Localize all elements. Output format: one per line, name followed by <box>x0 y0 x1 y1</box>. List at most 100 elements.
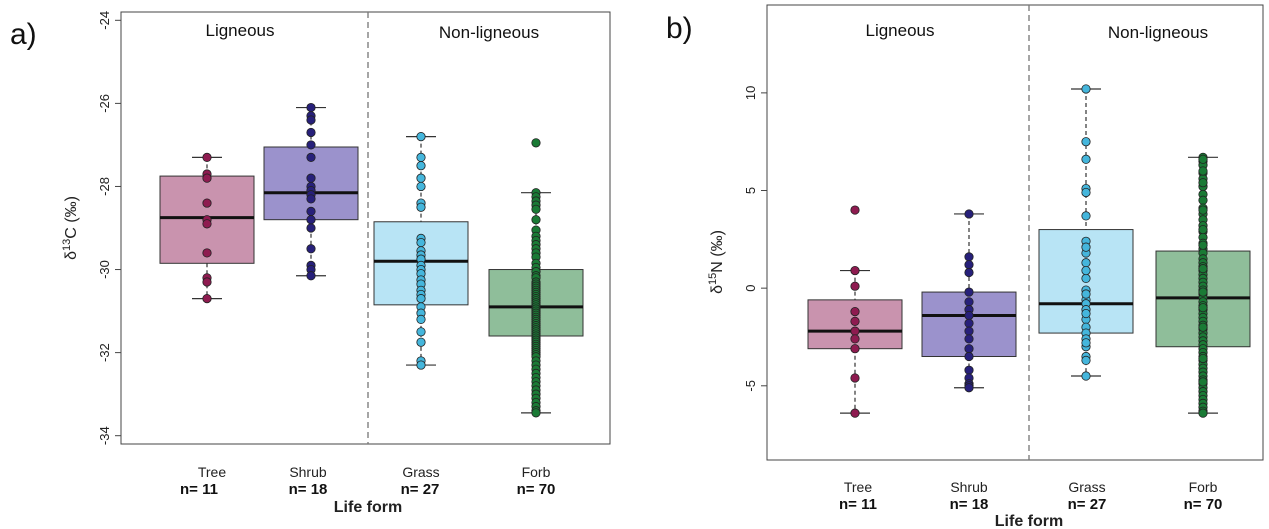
panel-b-ytick-label: 0 <box>743 285 758 292</box>
panel-a-box-forb <box>488 138 584 418</box>
data-point <box>202 294 212 304</box>
panel-a-box-grass <box>373 132 469 370</box>
data-point <box>964 209 974 219</box>
panel-b-n-forb: n= 70 <box>1184 496 1223 513</box>
data-point <box>306 215 316 225</box>
data-point <box>850 334 860 344</box>
data-point <box>306 206 316 216</box>
panel-b-group-ligneous: Ligneous <box>865 21 934 40</box>
data-point <box>1198 154 1208 164</box>
data-point <box>531 408 541 418</box>
panel-a-x-axis-title: Life form <box>334 499 402 516</box>
data-point <box>1081 371 1091 381</box>
data-point <box>416 161 426 171</box>
data-point <box>306 194 316 204</box>
panel-b-box-grass <box>1038 84 1134 381</box>
data-point <box>202 152 212 162</box>
data-point <box>416 237 426 248</box>
panel-a-y-axis: -34 -32 -30 -28 -26 -24 <box>97 11 121 445</box>
data-point <box>416 152 426 162</box>
data-point <box>202 173 212 183</box>
panel-b-n-grass: n= 27 <box>1068 496 1107 513</box>
data-point <box>1198 166 1208 176</box>
data-point <box>306 102 316 113</box>
data-point <box>850 408 860 418</box>
data-point <box>416 132 426 142</box>
panel-b-n-tree: n= 11 <box>839 496 877 513</box>
data-point <box>202 219 212 229</box>
data-point <box>1081 273 1091 283</box>
data-point <box>416 173 426 183</box>
data-point <box>306 223 316 233</box>
data-point <box>850 326 860 336</box>
data-point <box>1198 322 1208 332</box>
data-point <box>416 202 426 212</box>
data-point <box>202 198 212 208</box>
data-point <box>850 281 860 291</box>
data-point <box>1081 258 1091 268</box>
panel-a-boxes <box>159 102 584 418</box>
data-point <box>1081 84 1091 94</box>
panel-b-n-shrub: n= 18 <box>950 496 989 513</box>
panel-a-n-tree: n= 11 <box>180 481 218 498</box>
panel-label-a: a) <box>10 18 37 51</box>
data-point <box>1081 137 1091 147</box>
data-point <box>964 252 974 262</box>
panel-a-chart: Ligneous Non-ligneous -34 -32 -30 -28 -26 -24… <box>61 11 611 516</box>
data-point <box>1081 211 1091 221</box>
panel-a-plot-frame <box>120 11 611 445</box>
data-point <box>1081 308 1091 319</box>
data-point <box>850 316 860 326</box>
panel-a-ytick-label: -32 <box>97 343 112 362</box>
panel-b-y-axis-title-prefix: δ <box>709 285 726 294</box>
panel-a-ytick-label: -30 <box>97 260 112 279</box>
panel-a-group-non-ligneous: Non-ligneous <box>439 23 539 42</box>
panel-a-n-grass: n= 27 <box>401 481 440 498</box>
panel-a-xtick-tree: Tree <box>198 464 226 480</box>
data-point <box>850 344 860 354</box>
panel-b-ytick-label: 5 <box>743 187 758 194</box>
panel-a-n-shrub: n= 18 <box>289 481 328 498</box>
panel-a-y-axis-title-superscript: 13 <box>61 239 73 251</box>
panel-a-box-tree <box>159 152 255 304</box>
data-point <box>1198 303 1208 313</box>
panel-a-ytick-label: -28 <box>97 177 112 196</box>
panel-b-xtick-grass: Grass <box>1068 479 1105 495</box>
data-point <box>1198 353 1208 364</box>
data-point <box>1081 289 1091 299</box>
panel-a-y-axis-title: δ13C (‰) <box>61 196 80 260</box>
data-point <box>1198 178 1208 188</box>
panel-b-boxes <box>807 84 1251 418</box>
data-point <box>964 267 974 278</box>
panel-a-ytick-label: -26 <box>97 94 112 113</box>
data-point <box>306 127 316 138</box>
panel-label-b: b) <box>666 12 693 45</box>
data-point <box>1198 224 1208 235</box>
panel-b-xtick-forb: Forb <box>1189 479 1218 495</box>
data-point <box>1081 187 1091 198</box>
panel-b-xtick-tree: Tree <box>844 479 872 495</box>
data-point <box>850 373 860 383</box>
data-point <box>416 327 426 337</box>
panel-b-y-axis-title: δ15N (‰) <box>707 230 726 294</box>
data-point <box>1198 287 1208 297</box>
panel-a-n-forb: n= 70 <box>517 481 556 498</box>
data-point <box>416 181 426 192</box>
data-point <box>1081 242 1091 252</box>
data-point <box>1198 240 1208 250</box>
data-point <box>964 318 974 328</box>
data-point <box>306 244 316 254</box>
panel-a-ytick-label: -34 <box>97 426 112 445</box>
panel-b-plot-frame <box>766 4 1264 461</box>
data-point <box>1081 338 1091 348</box>
data-point <box>306 115 316 125</box>
panel-b-box-forb <box>1155 152 1251 418</box>
data-point <box>964 334 974 344</box>
panel-a-ytick-label: -24 <box>97 11 112 30</box>
panel-b-x-axis-title: Life form <box>995 513 1063 529</box>
data-point <box>1198 408 1208 418</box>
data-point <box>416 360 426 370</box>
panel-a-box-shrub <box>263 102 359 281</box>
data-point <box>964 344 974 354</box>
